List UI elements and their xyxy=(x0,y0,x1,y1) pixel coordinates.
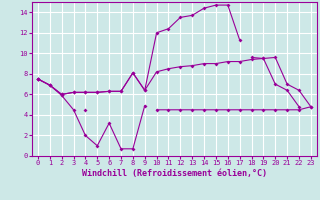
X-axis label: Windchill (Refroidissement éolien,°C): Windchill (Refroidissement éolien,°C) xyxy=(82,169,267,178)
